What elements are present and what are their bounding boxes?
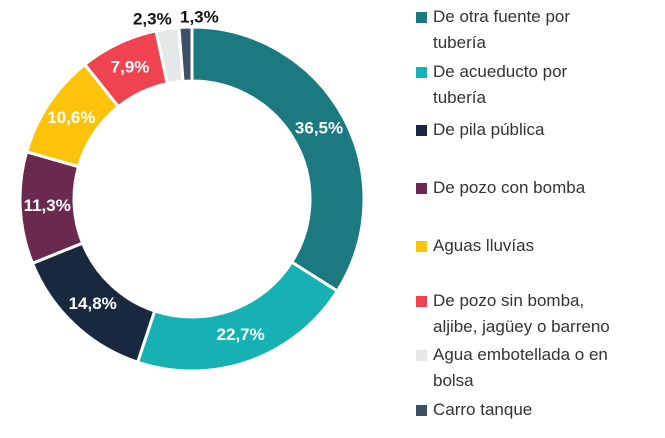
- legend-label: De pozo con bomba: [433, 178, 586, 197]
- legend-label: De acueducto por tubería: [433, 62, 568, 107]
- data-label: 14,8%: [69, 294, 117, 313]
- legend-label: Carro tanque: [433, 400, 533, 419]
- legend-item: De pozo sin bomba, aljibe, jagüey o barr…: [416, 288, 631, 340]
- legend-swatch: [416, 67, 427, 78]
- legend-label: Aguas lluvías: [433, 236, 535, 255]
- legend-item: De pila pública: [416, 117, 656, 143]
- legend-label: De pila pública: [433, 120, 545, 139]
- legend: De otra fuente por tubería De acueducto p…: [416, 0, 665, 438]
- data-label: 2,3%: [133, 9, 172, 28]
- data-label: 11,3%: [24, 196, 71, 215]
- data-label: 7,9%: [111, 57, 150, 76]
- data-label: 22,7%: [217, 325, 265, 344]
- legend-label: De otra fuente por tubería: [433, 7, 571, 52]
- donut-slice: [135, 260, 340, 373]
- legend-item: Aguas lluvías: [416, 233, 656, 259]
- data-label: 10,6%: [47, 108, 95, 127]
- donut-slice: [190, 25, 366, 294]
- legend-item: Carro tanque: [416, 397, 656, 423]
- legend-swatch: [416, 405, 427, 416]
- legend-swatch: [416, 296, 427, 307]
- legend-label: Agua embotellada o en bolsa: [433, 345, 608, 390]
- legend-swatch: [416, 125, 427, 136]
- data-label: 1,3%: [180, 8, 219, 27]
- legend-swatch: [416, 183, 427, 194]
- data-label: 36,5%: [295, 119, 343, 138]
- legend-swatch: [416, 350, 427, 361]
- legend-label: De pozo sin bomba, aljibe, jagüey o barr…: [433, 291, 610, 336]
- legend-item: De acueducto por tubería: [416, 59, 606, 111]
- legend-item: Agua embotellada o en bolsa: [416, 342, 641, 394]
- legend-item: De otra fuente por tubería: [416, 4, 606, 56]
- donut-slice: [177, 25, 194, 83]
- chart: 36,5% 22,7% 14,8% 11,3% 10,6% 7,9% 2,3% 1,3%: [18, 8, 366, 373]
- legend-swatch: [416, 12, 427, 23]
- legend-item: De pozo con bomba: [416, 175, 656, 201]
- legend-swatch: [416, 241, 427, 252]
